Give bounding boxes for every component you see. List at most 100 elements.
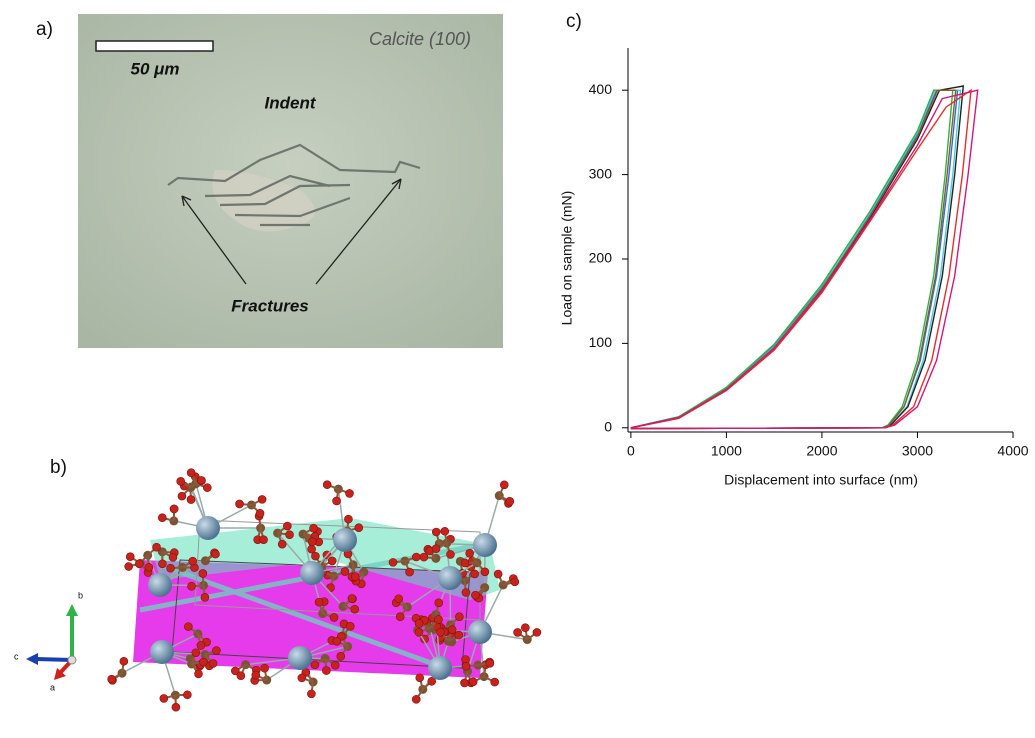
oxygen-atom [434, 598, 444, 608]
panel-label: a) [36, 19, 53, 40]
oxygen-atom [419, 552, 429, 562]
calcium-atom [150, 640, 174, 664]
crystal-structure [107, 468, 542, 712]
oxygen-atom [277, 539, 287, 549]
oxygen-atom [532, 628, 542, 637]
oxygen-atom [171, 702, 181, 712]
oxygen-atom [414, 628, 424, 637]
oxygen-atom [231, 666, 240, 676]
oxygen-atom [405, 567, 414, 577]
x-tick-label: 0 [627, 443, 635, 459]
oxygen-atom [499, 480, 509, 490]
oxygen-atom [307, 537, 317, 547]
oxygen-atom [260, 663, 269, 673]
oxygen-atom [159, 694, 169, 703]
oxygen-atom [460, 678, 469, 688]
oxygen-atom [330, 660, 340, 670]
oxygen-atom [427, 676, 437, 686]
curve [630, 89, 959, 430]
oxygen-atom [414, 619, 424, 628]
oxygen-atom [203, 483, 212, 492]
oxygen-atom [107, 674, 116, 684]
oxygen-atom [251, 670, 261, 680]
oxygen-atom [186, 495, 196, 504]
oxygen-atom [447, 625, 457, 635]
micrograph-background [78, 14, 503, 348]
y-tick-label: 0 [604, 418, 612, 434]
oxygen-atom [461, 661, 471, 671]
oxygen-atom [455, 612, 464, 622]
oxygen-atom [309, 523, 318, 533]
oxygen-atom [513, 628, 522, 637]
oxygen-atom [134, 559, 144, 569]
oxygen-atom [388, 558, 398, 567]
oxygen-atom [183, 690, 192, 700]
axis-label: b [78, 590, 83, 600]
oxygen-atom [200, 593, 210, 602]
oxygen-atom [345, 489, 354, 498]
y-tick-label: 300 [589, 165, 613, 181]
oxygen-atom [199, 657, 208, 667]
oxygen-atom [354, 523, 364, 532]
x-tick-label: 3000 [902, 443, 933, 459]
oxygen-atom [465, 548, 474, 558]
oxygen-atom [177, 491, 187, 501]
calcium-atom [428, 656, 452, 680]
oxygen-atom [169, 504, 179, 514]
x-tick-label: 1000 [711, 443, 742, 459]
oxygen-atom [124, 562, 133, 571]
oxygen-atom [314, 597, 324, 607]
oxygen-atom [434, 615, 443, 624]
oxygen-atom [395, 612, 405, 621]
oxygen-atom [485, 659, 495, 668]
indent-cracks [167, 143, 421, 227]
oxygen-atom [197, 476, 206, 485]
curve [630, 89, 979, 430]
oxygen-atom [490, 677, 499, 687]
oxygen-atom [440, 526, 450, 536]
arrows [181, 178, 402, 285]
calcium-atom [148, 573, 172, 597]
oxygen-atom [194, 669, 203, 679]
oxygen-atom [411, 695, 421, 704]
indent-label: Indent [265, 93, 317, 112]
oxygen-atom [329, 613, 339, 622]
oxygen-atom [310, 660, 320, 670]
oxygen-atom [119, 656, 129, 666]
curve [630, 89, 954, 430]
oxygen-atom [460, 558, 470, 568]
oxygen-atom [152, 542, 161, 552]
calcium-atom [473, 533, 497, 557]
micrograph: 50 μm Calcite (100) Indent Fractures [78, 14, 503, 348]
oxygen-atom [144, 562, 154, 572]
oxygen-atom [436, 627, 445, 637]
oxygen-atom [327, 556, 337, 566]
oxygen-atom [510, 577, 520, 587]
unit-cell [171, 559, 471, 669]
oxygen-atom [493, 569, 503, 579]
oxygen-atom [211, 549, 220, 559]
scale-bar-label: 50 μm [131, 59, 180, 78]
y-tick-label: 100 [589, 334, 613, 350]
y-tick-label: 400 [589, 81, 613, 97]
oxygen-atom [188, 556, 198, 566]
oxygen-atom [196, 641, 206, 650]
fracture-label: Fractures [231, 296, 308, 315]
chart: Displacement into surface (nm) Load on s… [559, 48, 1029, 488]
oxygen-atom [521, 623, 530, 633]
oxygen-atom [158, 559, 167, 569]
oxygen-atom [322, 666, 331, 675]
y-tick-label: 200 [589, 250, 613, 266]
scale-bar [95, 40, 214, 52]
axis-triad: b c a [14, 590, 83, 692]
calcium-atom [438, 566, 462, 590]
oxygen-atom [505, 497, 515, 506]
oxygen-atom [471, 590, 480, 600]
oxygen-atom [461, 588, 471, 597]
y-axis-title: Load on sample (mN) [559, 191, 575, 326]
oxygen-atom [283, 521, 292, 531]
oxygen-atom [184, 622, 193, 631]
x-axis-title: Displacement into surface (nm) [724, 472, 918, 488]
oxygen-atom [236, 671, 246, 680]
oxygen-atom [311, 551, 320, 561]
